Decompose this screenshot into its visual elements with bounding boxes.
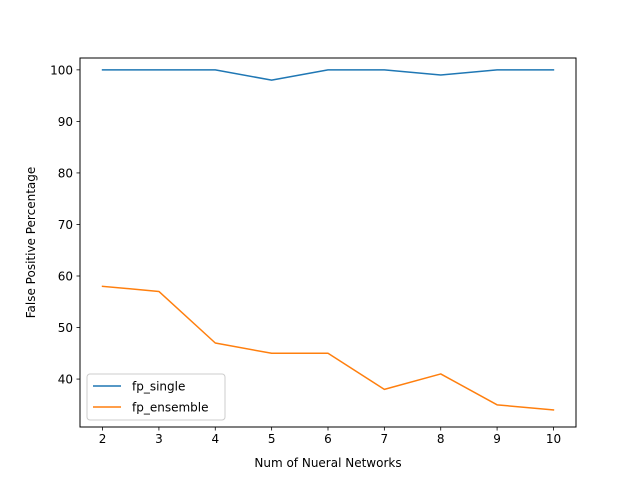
legend-label: fp_ensemble — [132, 401, 209, 415]
x-tick-label: 4 — [211, 432, 219, 446]
x-tick-label: 10 — [546, 432, 561, 446]
x-tick-label: 9 — [493, 432, 501, 446]
x-tick-label: 7 — [381, 432, 389, 446]
x-tick-label: 6 — [324, 432, 332, 446]
legend: fp_single fp_ensemble — [86, 373, 226, 421]
y-tick-label: 100 — [50, 63, 73, 77]
x-tick-label: 8 — [437, 432, 445, 446]
y-tick-label: 70 — [58, 218, 73, 232]
ticks-layer: 2 3 4 5 6 7 8 9 10 40 50 60 70 80 90 100 — [50, 63, 561, 446]
x-axis-label: Num of Nueral Networks — [254, 456, 401, 470]
series-line-fp-ensemble — [101, 285, 555, 411]
y-tick-label: 80 — [58, 166, 73, 180]
y-tick-label: 40 — [58, 373, 73, 387]
plot-frame — [79, 57, 577, 428]
y-tick-label: 50 — [58, 321, 73, 335]
x-tick-label: 5 — [268, 432, 276, 446]
y-tick-label: 90 — [58, 115, 73, 129]
legend-box — [86, 373, 226, 421]
y-tick-label: 60 — [58, 269, 73, 283]
series-line-fp-single — [101, 69, 555, 81]
y-axis-label: False Positive Percentage — [24, 167, 38, 319]
x-tick-label: 2 — [99, 432, 107, 446]
x-tick-label: 3 — [155, 432, 163, 446]
lines-layer — [101, 69, 555, 411]
legend-label: fp_single — [132, 380, 185, 394]
